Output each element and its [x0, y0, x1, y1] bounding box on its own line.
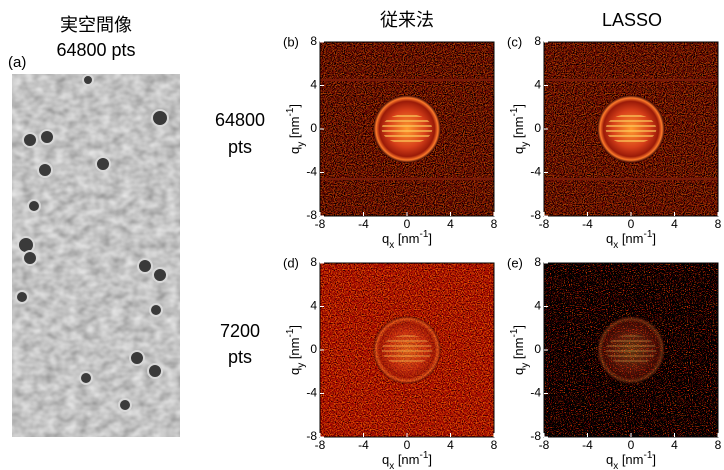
x-tick-label: 0 [404, 217, 411, 231]
axis-label-part: ] [428, 452, 432, 467]
axis-label-part: ] [428, 231, 432, 246]
row-unit: pts [228, 137, 252, 157]
y-tick-label: 0 [534, 342, 541, 356]
fft-image [544, 42, 718, 216]
axis-label-part: [nm [618, 231, 643, 246]
panel-label: (c) [507, 34, 522, 49]
axis-label-part: q [511, 368, 526, 375]
y-tick-label: 4 [310, 78, 317, 92]
x-tick-label: 8 [715, 217, 722, 231]
x-tick-label: 4 [671, 217, 678, 231]
panel-label: (b) [283, 34, 299, 49]
axis-label-part: [nm [511, 117, 526, 142]
y-tick-label: 4 [534, 78, 541, 92]
y-tick-label: 4 [310, 299, 317, 313]
axis-label-part: q [606, 452, 613, 467]
stripes [382, 335, 433, 365]
axis-label: qy [nm-1] [509, 325, 531, 375]
x-tick-label: -4 [358, 438, 369, 452]
axis-label-part: ] [652, 452, 656, 467]
column-title: LASSO [602, 10, 662, 30]
real-space-image [12, 74, 180, 437]
y-tick-label: -8 [530, 429, 541, 443]
x-tick-label: 0 [628, 438, 635, 452]
column-title: 従来法 [380, 10, 434, 30]
row-count: 64800 [215, 110, 265, 130]
fft-image [320, 263, 494, 437]
axis-label: qx [nm-1] [606, 450, 656, 470]
stripes [382, 114, 433, 144]
figure: 実空間像 64800 pts (a) 従来法 LASSO 64800 pts 7… [0, 0, 724, 470]
x-tick-label: 4 [447, 438, 454, 452]
fft-image [320, 42, 494, 216]
axis-label-part: ] [511, 325, 526, 329]
axis-label-part: ] [287, 325, 302, 329]
heatmap-panel: (c)-8-8-4-4004488qx [nm-1]qy [nm-1] [507, 34, 722, 251]
x-tick-label: 8 [491, 438, 498, 452]
y-tick-label: -4 [530, 386, 541, 400]
row-count: 7200 [220, 321, 260, 341]
axis-label-part: ] [652, 231, 656, 246]
axis-label: qy [nm-1] [509, 104, 531, 154]
y-tick-label: 0 [534, 121, 541, 135]
image-title: 実空間像 [60, 15, 132, 35]
row-unit: pts [228, 347, 252, 367]
axis-label-part: [nm [511, 338, 526, 363]
y-tick-label: 8 [534, 255, 541, 269]
y-tick-label: -8 [306, 208, 317, 222]
fft-image [544, 263, 718, 437]
axis-label-part: q [287, 147, 302, 154]
axis-label-part: [nm [287, 338, 302, 363]
axis-label-part: q [382, 452, 389, 467]
y-tick-label: -8 [530, 208, 541, 222]
axis-label-part: q [606, 231, 613, 246]
axis-label: qx [nm-1] [382, 229, 432, 251]
axis-label: qx [nm-1] [606, 229, 656, 251]
panel-label: (e) [507, 255, 523, 270]
y-tick-label: -4 [306, 386, 317, 400]
y-tick-label: 8 [310, 34, 317, 48]
axis-label-part: ] [287, 104, 302, 108]
y-tick-label: 0 [310, 121, 317, 135]
stripes [606, 335, 657, 365]
x-tick-label: -4 [358, 217, 369, 231]
y-tick-label: 0 [310, 342, 317, 356]
axis-label-part: [nm [394, 452, 419, 467]
x-tick-label: 4 [671, 438, 678, 452]
x-tick-label: 0 [404, 438, 411, 452]
axis-label: qy [nm-1] [285, 104, 307, 154]
axis-label: qy [nm-1] [285, 325, 307, 375]
x-tick-label: 8 [715, 438, 722, 452]
y-tick-label: -8 [306, 429, 317, 443]
y-tick-label: 8 [310, 255, 317, 269]
y-tick-label: -4 [530, 165, 541, 179]
axis-label-part: [nm [618, 452, 643, 467]
y-tick-label: -4 [306, 165, 317, 179]
axis-label: qx [nm-1] [382, 450, 432, 470]
y-tick-label: 8 [534, 34, 541, 48]
x-tick-label: -4 [582, 438, 593, 452]
image-subtitle: 64800 pts [56, 40, 135, 60]
x-tick-label: 8 [491, 217, 498, 231]
x-tick-label: 0 [628, 217, 635, 231]
axis-label-part: [nm [394, 231, 419, 246]
axis-label-part: [nm [287, 117, 302, 142]
y-tick-label: 4 [534, 299, 541, 313]
panel-label: (a) [8, 54, 26, 71]
x-tick-label: 4 [447, 217, 454, 231]
stripes [606, 114, 657, 144]
axis-label-part: q [287, 368, 302, 375]
axis-label-part: ] [511, 104, 526, 108]
axis-label-part: q [382, 231, 389, 246]
panel-label: (d) [283, 255, 299, 270]
x-tick-label: -4 [582, 217, 593, 231]
axis-label-part: q [511, 147, 526, 154]
